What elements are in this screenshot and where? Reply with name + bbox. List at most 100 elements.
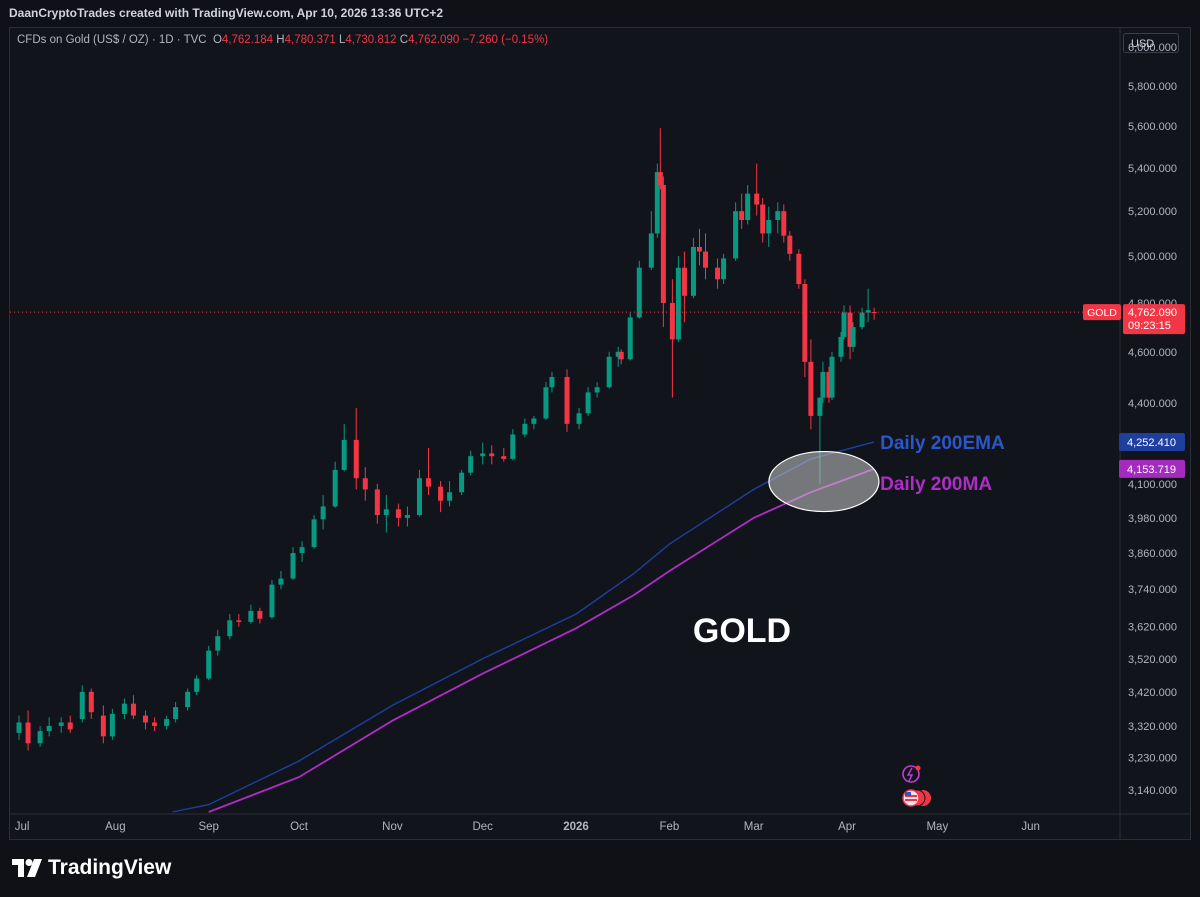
candle-body — [522, 423, 528, 435]
candle-body — [841, 312, 847, 337]
candle-body — [299, 547, 305, 554]
candle-body — [290, 553, 296, 579]
chart-title: GOLD — [693, 612, 791, 650]
candle-body — [675, 267, 681, 340]
candle-body — [817, 397, 823, 416]
symbol-description: CFDs on Gold (US$ / OZ) · 1D · TVC — [17, 34, 207, 46]
candle-body — [660, 184, 666, 303]
candle-body — [341, 439, 347, 470]
y-tick-label: 3,140.000 — [1128, 785, 1177, 797]
x-tick-label: Sep — [198, 821, 218, 833]
candle-body — [787, 235, 793, 254]
candle-body — [215, 636, 221, 651]
bar-countdown: 09:23:15 — [1128, 320, 1171, 332]
candle-body — [46, 725, 52, 732]
candle-body — [79, 691, 85, 720]
currency-button[interactable]: USD — [1123, 33, 1179, 53]
tradingview-brand-text: TradingView — [48, 856, 172, 879]
candle-body — [681, 267, 687, 296]
candle-body — [510, 434, 516, 459]
candle-body — [447, 492, 453, 501]
high-value: 4,780.371 — [284, 34, 336, 46]
candle-body — [847, 312, 853, 347]
candle-body — [269, 584, 275, 618]
candle-body — [531, 418, 537, 424]
current-price-badge — [1123, 304, 1185, 335]
x-tick-label: Dec — [472, 821, 493, 833]
x-tick-label: Jun — [1021, 821, 1040, 833]
candles-group — [16, 128, 877, 751]
series-label-ema: Daily 200EMA — [880, 433, 1005, 454]
x-tick-label: Oct — [290, 821, 309, 833]
x-tick-label: Jul — [15, 821, 30, 833]
candle-body — [654, 172, 660, 234]
y-tick-label: 4,400.000 — [1128, 398, 1177, 410]
candle-body — [802, 284, 808, 362]
candle-body — [395, 509, 401, 518]
y-tick-label: 3,320.000 — [1128, 721, 1177, 733]
candle-body — [404, 515, 410, 518]
candle-body — [820, 371, 826, 398]
candle-body — [37, 731, 43, 744]
lightning-event-icon — [902, 765, 920, 783]
candle-body — [576, 413, 582, 424]
y-tick-label: 5,400.000 — [1128, 163, 1177, 175]
y-tick-label: 3,520.000 — [1128, 654, 1177, 666]
x-tick-label: Mar — [744, 821, 764, 833]
candle-body — [733, 211, 739, 259]
flag-stripe-icon — [905, 799, 917, 801]
candle-body — [142, 715, 148, 723]
candle-body — [362, 478, 368, 490]
candle-body — [549, 377, 555, 388]
candle-body — [715, 267, 721, 280]
candle-body — [173, 707, 179, 720]
candle-body — [459, 472, 465, 493]
candle-body — [130, 703, 136, 716]
candle-body — [703, 251, 709, 268]
candle-body — [585, 392, 591, 414]
candle-body — [501, 456, 507, 459]
change-value: −7.260 (−0.15%) — [462, 34, 549, 46]
candle-body — [278, 578, 284, 585]
tradingview-logo: TradingView — [12, 856, 171, 880]
candle-body — [480, 453, 486, 457]
candle-body — [88, 691, 94, 713]
candle-body — [648, 233, 654, 268]
x-tick-label: 2026 — [563, 821, 589, 833]
price-badge-ma-value: 4,153.719 — [1127, 464, 1176, 476]
y-tick-label: 4,600.000 — [1128, 347, 1177, 359]
y-tick-label: 3,230.000 — [1128, 752, 1177, 764]
price-badge-ema-value: 4,252.410 — [1127, 437, 1176, 449]
candle-body — [426, 478, 432, 487]
y-tick-label: 5,000.000 — [1128, 251, 1177, 263]
tradingview-logo-icon — [12, 859, 42, 877]
candle-body — [332, 469, 338, 507]
y-tick-label: 3,860.000 — [1128, 548, 1177, 560]
x-tick-label: Nov — [382, 821, 403, 833]
candle-body — [383, 509, 389, 516]
y-tick-label: 5,800.000 — [1128, 81, 1177, 93]
y-tick-label: 3,740.000 — [1128, 584, 1177, 596]
candle-body — [58, 722, 64, 726]
candle-body — [206, 650, 212, 679]
candle-body — [606, 356, 612, 388]
event-icons — [902, 765, 931, 807]
candle-body — [669, 302, 675, 340]
candle-body — [236, 620, 242, 622]
lightning-bolt-icon — [906, 767, 914, 782]
series-label-ma: Daily 200MA — [880, 474, 992, 495]
candle-body — [468, 456, 474, 473]
chart-frame[interactable] — [9, 27, 1191, 840]
chart-attribution: DaanCryptoTrades created with TradingVie… — [0, 0, 1200, 26]
candle-body — [489, 453, 495, 457]
y-tick-label: 4,100.000 — [1128, 479, 1177, 491]
candle-body — [636, 267, 642, 318]
candle-body — [838, 336, 844, 357]
candle-body — [374, 489, 380, 516]
x-tick-label: Feb — [659, 821, 679, 833]
candle-body — [109, 713, 115, 737]
candle-body — [100, 715, 106, 737]
candle-body — [564, 377, 570, 424]
candle-body — [164, 719, 170, 726]
